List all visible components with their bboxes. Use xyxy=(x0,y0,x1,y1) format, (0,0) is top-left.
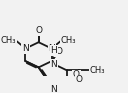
Text: O: O xyxy=(35,26,42,35)
Text: CH₃: CH₃ xyxy=(90,66,105,75)
Text: N: N xyxy=(50,85,57,93)
Text: O: O xyxy=(73,70,80,79)
Text: O: O xyxy=(76,75,83,84)
Text: H: H xyxy=(50,46,57,55)
Text: CH₃: CH₃ xyxy=(61,36,76,45)
Text: CH₃: CH₃ xyxy=(1,36,16,45)
Text: N: N xyxy=(50,60,57,69)
Text: N: N xyxy=(48,44,55,53)
Text: O: O xyxy=(55,47,62,56)
Text: N: N xyxy=(22,44,29,53)
